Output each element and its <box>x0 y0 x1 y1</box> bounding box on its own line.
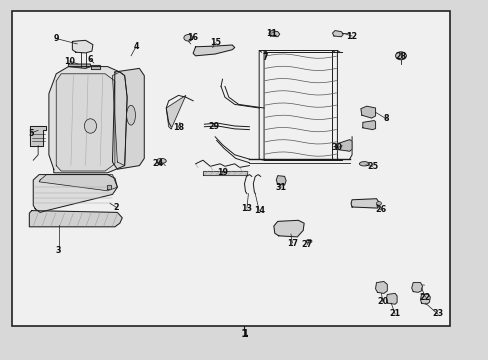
Polygon shape <box>56 74 115 171</box>
Text: 27: 27 <box>301 240 312 249</box>
Polygon shape <box>91 65 100 69</box>
Ellipse shape <box>156 158 166 163</box>
Polygon shape <box>411 283 422 292</box>
Text: 22: 22 <box>419 292 430 302</box>
Polygon shape <box>106 185 111 189</box>
Text: 3: 3 <box>56 246 61 255</box>
Polygon shape <box>166 95 185 129</box>
Polygon shape <box>268 31 279 37</box>
Text: 1: 1 <box>240 329 248 339</box>
Ellipse shape <box>126 105 135 125</box>
Text: 10: 10 <box>64 57 75 66</box>
Text: 9: 9 <box>53 34 59 43</box>
Text: 16: 16 <box>187 33 198 42</box>
Polygon shape <box>273 220 304 237</box>
Polygon shape <box>30 126 46 146</box>
Text: 5: 5 <box>28 129 34 138</box>
Polygon shape <box>336 140 351 151</box>
Text: 18: 18 <box>173 123 183 132</box>
Polygon shape <box>29 211 122 227</box>
Polygon shape <box>360 106 375 118</box>
Polygon shape <box>375 282 386 293</box>
Text: 25: 25 <box>366 162 377 171</box>
Text: 8: 8 <box>383 114 388 123</box>
Text: 23: 23 <box>431 310 442 319</box>
Ellipse shape <box>395 52 406 60</box>
Polygon shape <box>39 175 117 191</box>
Text: 26: 26 <box>374 205 385 214</box>
Text: 19: 19 <box>217 168 227 177</box>
FancyBboxPatch shape <box>12 11 449 326</box>
Polygon shape <box>203 171 246 175</box>
Text: 17: 17 <box>286 239 297 248</box>
Polygon shape <box>362 121 375 130</box>
Polygon shape <box>350 199 378 208</box>
Ellipse shape <box>305 239 311 243</box>
Text: 21: 21 <box>389 310 400 319</box>
Polygon shape <box>276 176 285 185</box>
Text: 15: 15 <box>209 38 220 47</box>
Text: 13: 13 <box>241 204 252 212</box>
Text: 20: 20 <box>377 297 387 306</box>
Text: 6: 6 <box>87 55 93 64</box>
Polygon shape <box>193 45 234 56</box>
Polygon shape <box>332 31 343 37</box>
Text: 29: 29 <box>208 122 219 131</box>
Text: 24: 24 <box>152 159 163 168</box>
Text: 1: 1 <box>241 329 247 338</box>
Text: 2: 2 <box>113 202 119 212</box>
Text: 4: 4 <box>133 42 139 51</box>
Text: 30: 30 <box>331 143 342 152</box>
Text: 31: 31 <box>275 183 286 192</box>
Polygon shape <box>33 175 117 212</box>
Polygon shape <box>112 72 127 166</box>
Polygon shape <box>420 294 429 304</box>
Text: 7: 7 <box>262 53 268 62</box>
Polygon shape <box>49 67 127 173</box>
Polygon shape <box>112 68 144 169</box>
Text: 14: 14 <box>253 206 264 215</box>
Ellipse shape <box>183 35 192 41</box>
Polygon shape <box>68 64 90 68</box>
Ellipse shape <box>359 162 368 166</box>
Ellipse shape <box>376 202 381 205</box>
Text: 11: 11 <box>265 29 276 38</box>
Ellipse shape <box>84 119 96 133</box>
Text: 12: 12 <box>346 32 357 41</box>
Polygon shape <box>72 40 93 53</box>
Text: 28: 28 <box>394 53 406 62</box>
Polygon shape <box>386 293 396 304</box>
